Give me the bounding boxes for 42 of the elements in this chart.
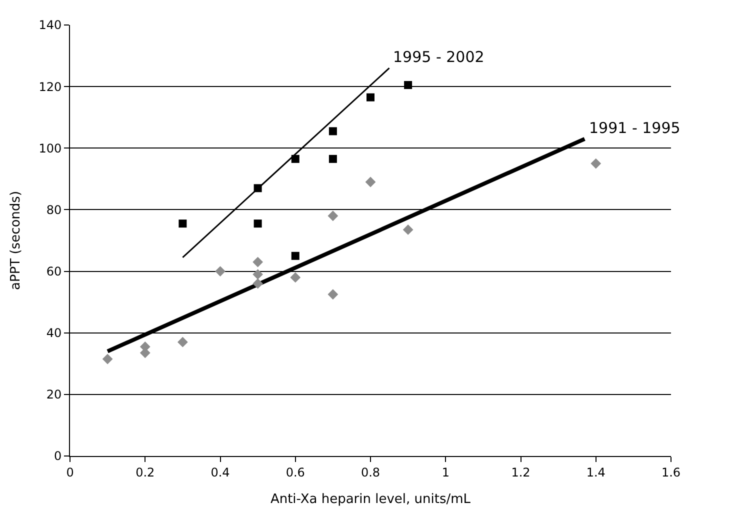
point [328, 289, 338, 300]
point [215, 266, 226, 276]
point [252, 269, 264, 280]
x-tick-label: 1.4 [586, 465, 606, 480]
point [178, 220, 187, 228]
x-axis-title: Anti-Xa heparin level, units/mL [270, 492, 472, 507]
x-tick-label: 0.4 [210, 465, 230, 480]
point [254, 184, 262, 192]
y-tick-label: 20 [46, 388, 62, 402]
y-tick-label: 120 [38, 80, 62, 94]
point [328, 127, 337, 136]
x-tick-label: 1.6 [661, 465, 681, 480]
point [366, 93, 374, 102]
point [254, 220, 262, 228]
y-tick-label: 40 [46, 326, 62, 340]
x-tick-label: 0.6 [286, 465, 305, 480]
x-tick-label: 0.2 [136, 465, 155, 480]
point [365, 176, 376, 188]
point [328, 154, 337, 163]
point [404, 81, 412, 90]
point [291, 252, 300, 260]
point [402, 224, 414, 235]
y-tick-label: 80 [46, 202, 62, 217]
point [290, 272, 301, 283]
x-tick-label: 0.8 [360, 465, 380, 480]
point [177, 336, 188, 348]
point [252, 278, 264, 289]
y-tick-label: 0 [54, 449, 62, 464]
x-tick-label: 1 [442, 465, 450, 480]
x-tick-label: 0 [66, 465, 74, 480]
x-tick-label: 1.2 [511, 465, 530, 480]
series-label: 1995 - 2002 [393, 48, 484, 66]
y-tick-label: 60 [46, 264, 62, 278]
series-label: 1991 - 1995 [589, 119, 680, 137]
point [291, 154, 300, 163]
point [102, 354, 113, 364]
y-tick-label: 100 [38, 141, 62, 156]
point [328, 210, 338, 222]
point [590, 158, 602, 169]
y-tick-label: 140 [38, 18, 62, 32]
y-axis-title: aPPT (seconds) [8, 191, 24, 290]
point [252, 256, 264, 268]
